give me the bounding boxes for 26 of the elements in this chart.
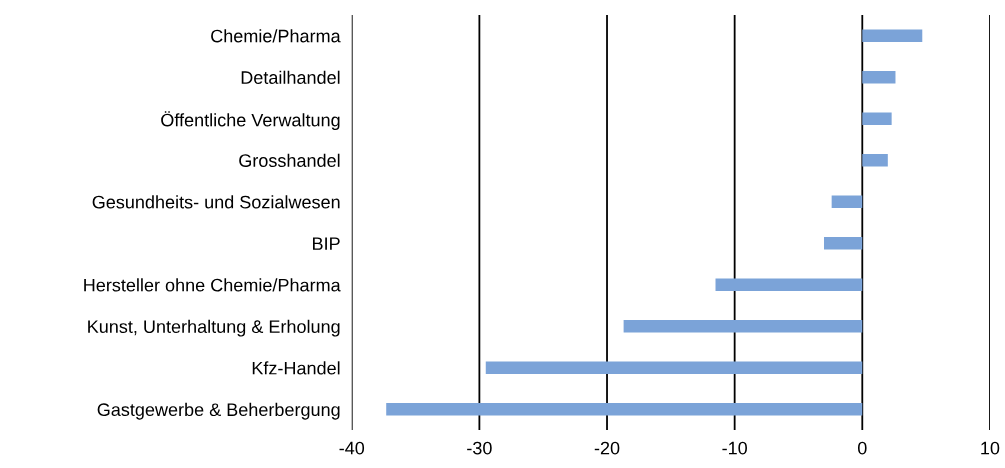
y-tick-label: Kfz-Handel	[252, 361, 340, 375]
bar	[386, 403, 863, 416]
bar	[862, 154, 888, 167]
y-tick-label: Kunst, Unterhaltung & Erholung	[88, 319, 340, 337]
x-tick-label: -30	[467, 441, 492, 455]
x-tick-label: 10	[981, 441, 1000, 455]
bar	[623, 320, 863, 333]
bar	[862, 112, 892, 125]
y-tick-label: BIP	[313, 237, 340, 250]
x-tick-label: -40	[339, 441, 365, 455]
x-tick-label: 0	[857, 441, 867, 455]
y-tick-label: Öffentliche Verwaltung	[161, 111, 340, 131]
bar	[824, 237, 863, 250]
bar	[715, 278, 863, 292]
y-tick-label: Detailhandel	[241, 70, 340, 84]
bar	[862, 29, 923, 42]
y-tick-label: Grosshandel	[239, 153, 340, 167]
y-tick-label: Hersteller ohne Chemie/Pharma	[84, 278, 341, 292]
y-tick-label: Gesundheits- und Sozialwesen	[92, 195, 340, 209]
bar	[831, 195, 863, 208]
y-tick-label: Gastgewerbe & Beherbergung	[97, 402, 340, 420]
bar	[862, 71, 896, 84]
x-tick-label: -10	[722, 441, 747, 455]
y-tick-label: Chemie/Pharma	[211, 29, 341, 43]
x-tick-label: -20	[594, 441, 620, 455]
bar	[485, 361, 863, 375]
